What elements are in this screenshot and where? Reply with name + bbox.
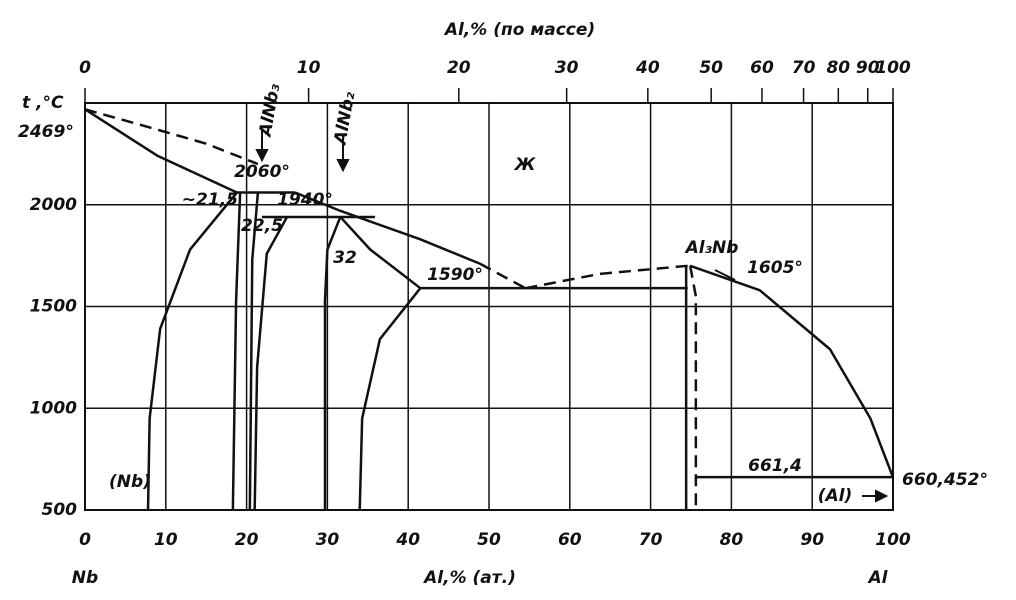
x-right-label: Al <box>867 568 889 588</box>
x-tick-label: 50 <box>477 530 501 550</box>
annotation: Ж <box>514 155 537 175</box>
phase-boundary <box>358 287 422 511</box>
annotation: Al₃Nb <box>684 238 739 258</box>
x-left-label: Nb <box>72 568 98 588</box>
phase-boundary <box>231 192 242 511</box>
annotation: 2060° <box>234 162 290 182</box>
annotation: 661,4 <box>748 456 802 476</box>
x-tick-label: 60 <box>558 530 582 550</box>
x2-tick-label: 20 <box>447 58 471 78</box>
annotation: 32 <box>333 248 357 268</box>
x2-tick-label: 90 <box>856 58 880 78</box>
annotation: 22,5 <box>241 216 283 236</box>
x2-tick-label: 0 <box>79 58 91 78</box>
phase-boundary <box>253 216 289 511</box>
phase-boundary <box>248 192 260 511</box>
annotation: (Nb) <box>109 472 151 492</box>
x-tick-label: 90 <box>800 530 824 550</box>
x-tick-label: 80 <box>720 530 744 550</box>
annotation: (Al) <box>818 486 853 506</box>
x2-tick-label: 10 <box>297 58 321 78</box>
x2-tick-label: 60 <box>750 58 774 78</box>
arrows <box>255 130 889 503</box>
y-tick-label: 1000 <box>30 398 77 418</box>
top-axis-title: Al,% (по массе) <box>443 20 595 40</box>
phase-boundary <box>688 265 698 510</box>
phase-boundary <box>84 108 238 194</box>
y-tick-label: 500 <box>42 500 78 520</box>
y-tick-label: 1500 <box>30 297 77 317</box>
x-tick-label: 30 <box>316 530 340 550</box>
y-tick-label: 2000 <box>30 195 77 215</box>
phase-boundary <box>479 262 526 290</box>
x2-tick-label: 100 <box>875 58 911 78</box>
phase-boundary <box>294 191 481 265</box>
x2-tick-label: 40 <box>635 58 660 78</box>
x2-tick-label: 30 <box>555 58 579 78</box>
annotation: 1940° <box>277 190 333 210</box>
annotation: 2469° <box>18 122 74 142</box>
phase-boundary <box>146 191 238 511</box>
x2-tick-label: 80 <box>826 58 850 78</box>
y-axis-title: t ,°C <box>22 93 64 113</box>
x2-tick-label: 70 <box>792 58 816 78</box>
x-tick-label: 10 <box>154 530 178 550</box>
x-tick-label: 100 <box>875 530 911 550</box>
annotation: 1590° <box>427 265 483 285</box>
x-tick-label: 20 <box>235 530 259 550</box>
x-tick-label: 40 <box>395 530 420 550</box>
x-tick-label: 0 <box>79 530 91 550</box>
annotation: 660,452° <box>902 470 988 490</box>
phase-boundary <box>525 264 688 290</box>
x2-tick-label: 50 <box>699 58 723 78</box>
phase-boundary <box>84 108 259 166</box>
annotation: 1605° <box>747 258 803 278</box>
phase-boundary <box>339 216 422 290</box>
x-axis-title: Al,% (ат.) <box>422 568 516 588</box>
phase-boundary <box>689 264 895 478</box>
phase-boundary <box>323 216 342 510</box>
x-tick-label: 70 <box>639 530 663 550</box>
annotation: ~21,5 <box>182 190 238 210</box>
